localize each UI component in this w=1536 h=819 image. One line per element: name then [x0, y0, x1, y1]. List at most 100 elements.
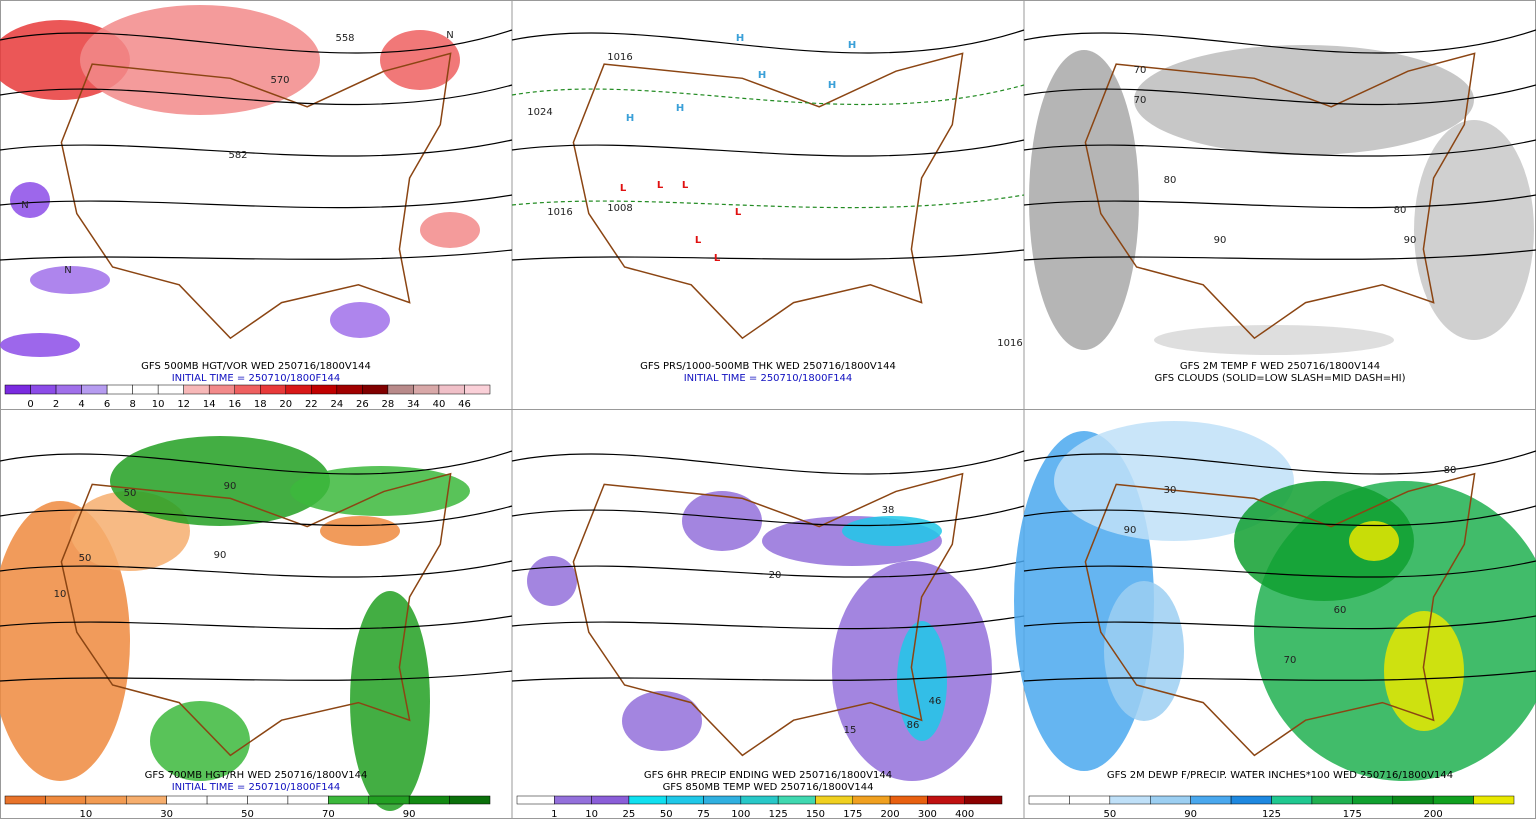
contour	[511, 450, 1025, 475]
map-shade	[682, 491, 762, 551]
map-shade	[10, 182, 50, 218]
colorbar-label: 16	[228, 399, 241, 410]
map-label: 80	[1394, 205, 1407, 216]
map-label: 46	[929, 696, 942, 707]
state-outline	[572, 52, 964, 340]
colorbar-label: 24	[330, 399, 343, 410]
colorbar-label: 40	[433, 399, 446, 410]
colorbar-swatch	[208, 384, 235, 395]
colorbar-label: 125	[1262, 809, 1281, 819]
map-shade	[527, 556, 577, 606]
map-label: 80	[1164, 175, 1177, 186]
colorbar-swatch	[55, 384, 82, 395]
map-label: 20	[769, 570, 782, 581]
colorbar-swatch	[1230, 795, 1272, 805]
map-label: N	[64, 265, 71, 276]
colorbar-label: 175	[1343, 809, 1362, 819]
panel: H H H H H H L L L L L L 1016 1024 1008 1016 1016 GFS PRS/…	[511, 29, 1025, 384]
colorbar-swatch	[206, 795, 248, 805]
colorbar-swatch	[1150, 795, 1191, 805]
colorbar-label: 200	[1424, 809, 1443, 819]
colorbar-label: 75	[697, 809, 710, 819]
colorbar-swatch	[815, 795, 854, 805]
colorbar-swatch	[4, 795, 46, 805]
contour	[0, 194, 513, 209]
contour	[1023, 505, 1536, 527]
contour	[511, 670, 1025, 682]
colorbar-swatch	[1109, 795, 1151, 805]
map-label: 1016	[997, 338, 1022, 349]
caption: GFS 700MB HGT/RH WED 250716/1800V144	[145, 770, 368, 781]
colorbar-swatch	[260, 384, 287, 395]
colorbar-swatch	[516, 795, 555, 805]
colorbar-swatch	[740, 795, 779, 805]
map-label: H	[828, 80, 836, 91]
colorbar-swatch	[1392, 795, 1434, 805]
map-label: 90	[1404, 235, 1417, 246]
colorbar-swatch	[166, 795, 208, 805]
map-shade	[622, 691, 702, 751]
panel: 50 90 50 90 10 GFS 700MB HGT/RH WED 250716/18…	[0, 436, 513, 819]
colorbar-swatch	[287, 795, 329, 805]
colorbar-label: 50	[660, 809, 673, 819]
colorbar-swatch	[964, 795, 1003, 805]
map-label: 10	[54, 589, 67, 600]
contour	[0, 249, 513, 261]
colorbar-label: 125	[769, 809, 788, 819]
colorbar-swatch	[106, 384, 133, 395]
map-shade	[0, 501, 130, 781]
contour	[0, 615, 513, 630]
colorbar-swatch	[1190, 795, 1232, 805]
contour	[1023, 139, 1536, 157]
caption: INITIAL TIME = 250710/1800F144	[684, 373, 853, 384]
colorbar-swatch	[247, 795, 289, 805]
contour	[1023, 670, 1536, 682]
map-shade	[897, 621, 947, 741]
contour	[1023, 194, 1536, 209]
map-label: L	[695, 235, 702, 246]
colorbar-swatch	[554, 795, 592, 805]
state-outline	[60, 472, 452, 757]
caption: GFS 2M DEWP F/PRECIP. WATER INCHES*100 W…	[1107, 770, 1453, 781]
map-label: 90	[214, 550, 227, 561]
map-shade	[1414, 120, 1534, 340]
caption: GFS 2M TEMP F WED 250716/1800V144	[1180, 361, 1380, 372]
map-label: 70	[1284, 655, 1297, 666]
map-label: 50	[124, 488, 137, 499]
contour	[1023, 84, 1536, 106]
contour	[0, 505, 513, 527]
state-outline	[60, 52, 452, 340]
caption: GFS 850MB TEMP WED 250716/1800V144	[663, 782, 874, 793]
colorbar-swatch	[438, 384, 465, 395]
map-label: 90	[1214, 235, 1227, 246]
colorbar-swatch	[413, 384, 440, 395]
colorbar-swatch	[4, 384, 31, 395]
colorbar-label: 18	[254, 399, 267, 410]
map-shade	[290, 466, 470, 516]
colorbar-label: 2	[53, 399, 59, 410]
colorbar-swatch	[852, 795, 891, 805]
colorbar-label: 20	[279, 399, 292, 410]
colorbar-label: 34	[407, 399, 420, 410]
map-label: 1008	[607, 203, 632, 214]
colorbar-label: 25	[623, 809, 636, 819]
map-shade	[1349, 521, 1399, 561]
map-label: 558	[335, 33, 354, 44]
colorbar-label: 10	[79, 809, 92, 819]
colorbar-swatch	[628, 795, 667, 805]
contour	[511, 505, 1025, 527]
caption: GFS 6HR PRECIP ENDING WED 250716/1800V14…	[644, 770, 892, 781]
colorbar-swatch	[45, 795, 87, 805]
colorbar-label: 46	[458, 399, 471, 410]
colorbar-swatch	[30, 384, 57, 395]
contour	[1023, 249, 1536, 261]
map-label: 570	[270, 75, 289, 86]
caption: INITIAL TIME = 250710/1800F144	[172, 782, 341, 793]
colorbar-swatch	[234, 384, 261, 395]
colorbar-label: 14	[203, 399, 216, 410]
map-label: H	[736, 33, 744, 44]
colorbar-label: 90	[403, 809, 416, 819]
map-label: L	[682, 180, 689, 191]
map-label: 50	[79, 553, 92, 564]
